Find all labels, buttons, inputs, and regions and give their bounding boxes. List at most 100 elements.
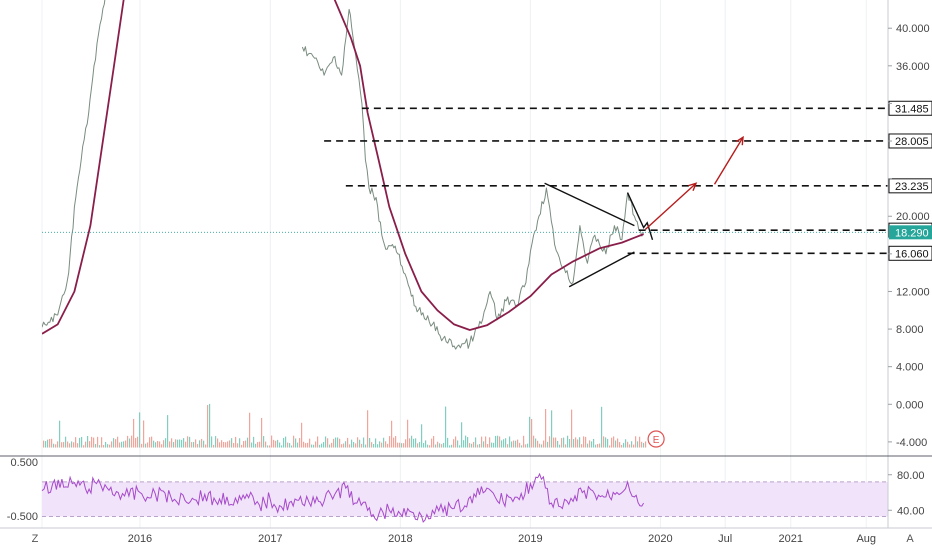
volume-bar xyxy=(491,442,493,448)
volume-bar xyxy=(515,440,517,448)
level-label: 16.060 xyxy=(895,248,929,260)
volume-bar xyxy=(445,406,447,448)
volume-bar xyxy=(635,436,637,448)
volume-bar xyxy=(317,436,319,448)
volume-bar xyxy=(327,438,329,448)
volume-bar xyxy=(385,441,387,448)
volume-bar xyxy=(315,441,317,448)
earnings-marker-label: E xyxy=(653,435,660,446)
price-tick-label: 0.000 xyxy=(896,399,924,411)
volume-bar xyxy=(119,442,121,448)
volume-bar xyxy=(91,436,93,448)
volume-bar xyxy=(575,437,577,448)
volume-bar xyxy=(211,436,213,448)
volume-bar xyxy=(71,441,73,448)
volume-bar xyxy=(161,444,163,448)
volume-bar xyxy=(283,437,285,448)
level-label-box xyxy=(888,245,932,261)
volume-bar xyxy=(183,438,185,448)
volume-bar xyxy=(463,440,465,448)
volume-bar xyxy=(165,438,167,448)
volume-bar xyxy=(351,439,353,448)
price-tick-label: 36.000 xyxy=(896,61,930,73)
volume-bar xyxy=(387,443,389,448)
bottom-right-label[interactable]: A xyxy=(906,533,914,545)
volume-bar xyxy=(525,444,527,448)
volume-bar xyxy=(309,438,311,448)
x-tick-label: Jul xyxy=(718,533,732,545)
volume-bar xyxy=(545,409,547,448)
volume-bar xyxy=(303,441,305,448)
volume-bar xyxy=(217,438,219,448)
volume-bar xyxy=(53,443,55,448)
price-tick-label: 12.000 xyxy=(896,286,930,298)
volume-bar xyxy=(77,443,79,448)
volume-bar xyxy=(117,436,119,448)
volume-bar xyxy=(235,436,237,448)
volume-bar xyxy=(163,440,165,448)
volume-bar xyxy=(409,438,411,448)
volume-bar xyxy=(631,441,633,448)
volume-bar xyxy=(65,436,67,448)
volume-bar xyxy=(475,437,477,448)
volume-bar xyxy=(147,442,149,448)
volume-bar xyxy=(609,445,611,448)
volume-bar xyxy=(457,440,459,448)
volume-bar xyxy=(603,436,605,448)
level-label-box xyxy=(888,178,932,194)
volume-bar xyxy=(51,438,53,448)
forecast-arrow-shaft xyxy=(713,136,744,185)
volume-bar xyxy=(591,441,593,448)
volume-bar xyxy=(277,439,279,448)
volume-bar xyxy=(467,437,469,448)
x-tick-label: 2021 xyxy=(779,533,803,545)
volume-bar xyxy=(49,438,51,448)
volume-bar xyxy=(589,440,591,448)
rsi-left-label: 0.500 xyxy=(10,457,38,469)
volume-bar xyxy=(505,438,507,448)
volume-bar xyxy=(297,442,299,448)
volume-bar xyxy=(465,435,467,448)
earnings-marker-circle xyxy=(647,430,665,448)
volume-bar xyxy=(421,424,423,448)
volume-bar xyxy=(519,442,521,448)
volume-bar xyxy=(541,444,543,448)
volume-bar xyxy=(121,441,123,448)
volume-bar xyxy=(621,444,623,448)
volume-bar xyxy=(127,435,129,448)
volume-bar xyxy=(605,437,607,448)
volume-bar xyxy=(443,442,445,448)
volume-bar xyxy=(587,443,589,448)
volume-bar xyxy=(395,436,397,448)
volume-bar xyxy=(347,437,349,448)
volume-bar xyxy=(219,442,221,448)
volume-bar xyxy=(153,440,155,448)
volume-bar xyxy=(43,440,45,448)
volume-bar xyxy=(537,440,539,448)
volume-bar xyxy=(237,443,239,448)
volume-bar xyxy=(507,444,509,448)
volume-bar xyxy=(229,440,231,448)
triangle-upper-line xyxy=(544,182,635,227)
volume-bar xyxy=(425,440,427,448)
volume-bar xyxy=(379,441,381,448)
volume-bar xyxy=(75,437,77,448)
volume-bar xyxy=(529,416,531,448)
volume-bar xyxy=(241,444,243,448)
current-price-box xyxy=(889,225,932,240)
axes xyxy=(0,0,932,529)
volume-bar xyxy=(371,442,373,448)
volume-bar xyxy=(343,443,345,448)
volume-bar xyxy=(363,437,365,448)
volume-bar xyxy=(375,438,377,448)
volume-bar xyxy=(611,437,613,448)
volume-bar xyxy=(517,439,519,448)
volume-bar xyxy=(559,444,561,448)
volume-bar xyxy=(249,412,251,448)
volume-bar xyxy=(61,442,63,448)
volume-bar xyxy=(485,436,487,448)
volume-bar xyxy=(473,442,475,448)
volume-bar xyxy=(543,440,545,448)
volume-bar xyxy=(137,436,139,448)
bottom-left-label[interactable]: Z xyxy=(32,533,39,545)
